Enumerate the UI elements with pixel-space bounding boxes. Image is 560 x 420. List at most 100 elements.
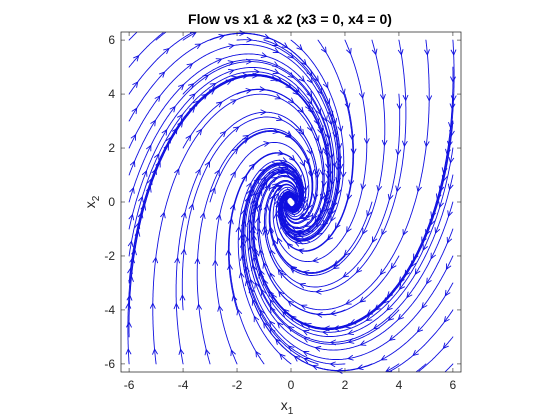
stream-arrowhead — [210, 187, 216, 194]
stream-arrowhead — [275, 185, 282, 192]
stream-arrowhead — [322, 146, 329, 153]
stream-arrowhead — [212, 259, 219, 266]
x-tick-label: -4 — [178, 378, 189, 392]
stream-arrowhead — [132, 81, 139, 88]
stream-arrowhead — [278, 290, 285, 298]
stream-arrowhead — [313, 135, 320, 142]
stream-arrowhead — [269, 272, 275, 279]
stream-arrowhead — [272, 47, 280, 53]
stream-arrowhead — [288, 97, 295, 104]
streamline — [244, 164, 454, 360]
stream-arrowhead — [269, 306, 276, 314]
stream-arrowhead — [319, 193, 326, 201]
stream-arrowhead — [303, 204, 309, 212]
stream-arrowhead — [448, 122, 454, 129]
stream-arrowhead — [327, 234, 334, 241]
stream-arrowhead — [323, 196, 329, 203]
stream-arrowhead — [426, 95, 433, 102]
stream-arrowhead — [281, 196, 288, 203]
stream-arrowhead — [238, 234, 245, 241]
stream-arrowhead — [315, 108, 321, 115]
stream-arrowhead — [269, 320, 276, 327]
x-tick-label: 2 — [342, 378, 349, 392]
stream-arrowhead — [199, 212, 206, 219]
streamline — [241, 162, 373, 372]
stream-arrowhead — [268, 290, 274, 297]
stream-arrowhead — [165, 137, 172, 144]
stream-arrowhead — [331, 160, 338, 167]
stream-arrowhead — [273, 192, 279, 200]
stream-arrowhead — [390, 262, 397, 270]
stream-arrowhead — [277, 268, 284, 276]
stream-arrowhead — [273, 212, 280, 219]
stream-arrowhead — [160, 212, 166, 219]
stream-arrowhead — [307, 226, 314, 232]
stream-arrowhead — [336, 143, 343, 150]
stream-arrowhead — [227, 68, 235, 75]
stream-arrowhead — [323, 192, 330, 199]
stream-arrowhead — [150, 119, 156, 127]
stream-arrowhead — [215, 58, 223, 64]
stream-arrowhead — [272, 68, 280, 74]
stream-arrowhead — [363, 138, 370, 145]
stream-arrowhead — [312, 193, 319, 200]
stream-arrowhead — [271, 183, 279, 190]
stream-arrowhead — [303, 337, 310, 343]
stream-arrowhead — [397, 313, 404, 320]
stream-arrowhead — [244, 196, 251, 203]
streamline — [128, 71, 330, 257]
stream-arrowhead — [129, 160, 136, 168]
stream-arrowhead — [171, 127, 178, 135]
stream-arrowhead — [421, 236, 427, 243]
stream-arrowhead — [241, 175, 248, 182]
stream-arrowhead — [296, 44, 303, 51]
stream-arrowhead — [181, 212, 187, 219]
stream-arrowhead — [321, 180, 327, 187]
stream-arrowhead — [225, 249, 232, 256]
stream-arrowhead — [327, 118, 333, 125]
stream-arrowhead — [131, 249, 137, 256]
stream-arrowhead — [130, 134, 137, 141]
stream-arrowhead — [269, 299, 276, 306]
stream-arrowhead — [322, 81, 329, 89]
stream-arrowhead — [379, 268, 386, 276]
stream-arrowhead — [373, 323, 380, 330]
y-axis-label: x2 — [82, 195, 102, 208]
stream-arrowhead — [425, 229, 431, 236]
stream-arrowhead — [152, 257, 159, 264]
stream-arrowhead — [253, 315, 260, 323]
stream-arrowhead — [277, 159, 285, 166]
stream-arrowhead — [277, 150, 284, 156]
stream-arrowhead — [258, 272, 264, 279]
stream-arrowhead — [201, 93, 208, 100]
stream-arrowhead — [450, 95, 457, 102]
stream-arrowhead — [336, 156, 342, 163]
stream-arrowhead — [280, 205, 286, 212]
stream-arrowhead — [126, 321, 132, 328]
stream-arrowhead — [127, 267, 133, 274]
stream-arrowhead — [325, 163, 331, 170]
stream-arrowhead — [317, 214, 323, 221]
stream-arrowhead — [146, 186, 152, 193]
stream-arrowhead — [296, 192, 302, 199]
stream-arrows — [125, 30, 457, 374]
stream-arrowhead — [386, 304, 393, 311]
stream-arrowhead — [259, 183, 265, 190]
streamline — [242, 163, 346, 365]
stream-arrowhead — [329, 178, 336, 185]
stream-arrowhead — [272, 128, 279, 134]
stream-arrowhead — [306, 203, 313, 210]
stream-arrowhead — [285, 132, 292, 138]
stream-arrowhead — [416, 326, 424, 333]
stream-arrowhead — [299, 283, 306, 289]
stream-arrowhead — [252, 72, 259, 79]
stream-arrowhead — [282, 311, 289, 318]
stream-arrowhead — [289, 154, 296, 162]
stream-arrowhead — [186, 63, 193, 69]
stream-arrowhead — [196, 303, 202, 310]
stream-arrowhead — [313, 118, 320, 125]
stream-arrowhead — [302, 330, 310, 336]
stream-arrowhead — [424, 49, 430, 56]
stream-arrowhead — [194, 258, 201, 265]
stream-arrowhead — [327, 110, 334, 118]
